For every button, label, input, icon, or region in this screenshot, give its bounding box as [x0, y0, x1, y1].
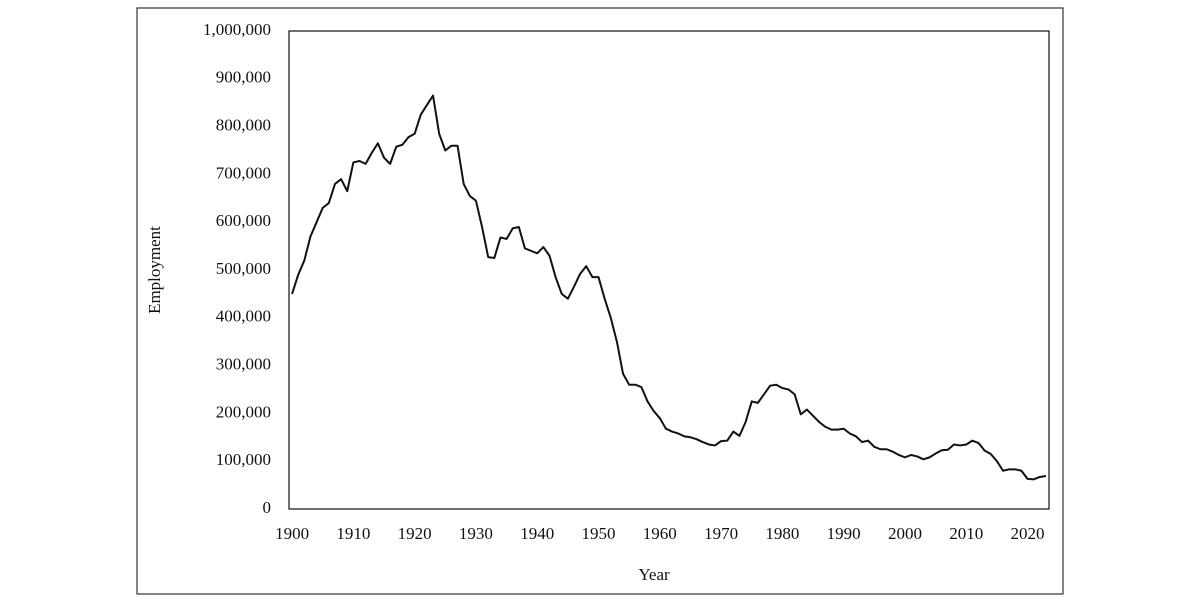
x-tick-label: 1900: [275, 524, 309, 543]
y-tick-label: 300,000: [216, 355, 271, 374]
y-tick-label: 500,000: [216, 259, 271, 278]
x-axis-label: Year: [638, 565, 670, 584]
y-axis-label: Employment: [145, 226, 164, 314]
y-tick-label: 600,000: [216, 211, 271, 230]
y-tick-label: 200,000: [216, 402, 271, 421]
x-tick-label: 1970: [704, 524, 738, 543]
x-tick-label: 1980: [765, 524, 799, 543]
y-tick-label: 100,000: [216, 450, 271, 469]
y-tick-label: 700,000: [216, 163, 271, 182]
x-tick-label: 1940: [520, 524, 554, 543]
y-tick-label: 0: [263, 498, 272, 517]
line: [291, 94, 1047, 481]
y-tick-label: 800,000: [216, 116, 271, 135]
x-tick-label: 2000: [888, 524, 922, 543]
y-tick-label: 1,000,000: [203, 20, 271, 39]
y-tick-label: 400,000: [216, 307, 271, 326]
x-tick-label: 1950: [582, 524, 616, 543]
x-tick-label: 1920: [398, 524, 432, 543]
x-tick-label: 1910: [336, 524, 370, 543]
plot-frame: [288, 30, 1050, 510]
x-tick-label: 1960: [643, 524, 677, 543]
x-tick-label: 1930: [459, 524, 493, 543]
x-tick-label: 2020: [1011, 524, 1045, 543]
x-tick-label: 1990: [827, 524, 861, 543]
outer-frame: [136, 7, 1064, 595]
x-tick-label: 2010: [949, 524, 983, 543]
y-tick-label: 900,000: [216, 68, 271, 87]
